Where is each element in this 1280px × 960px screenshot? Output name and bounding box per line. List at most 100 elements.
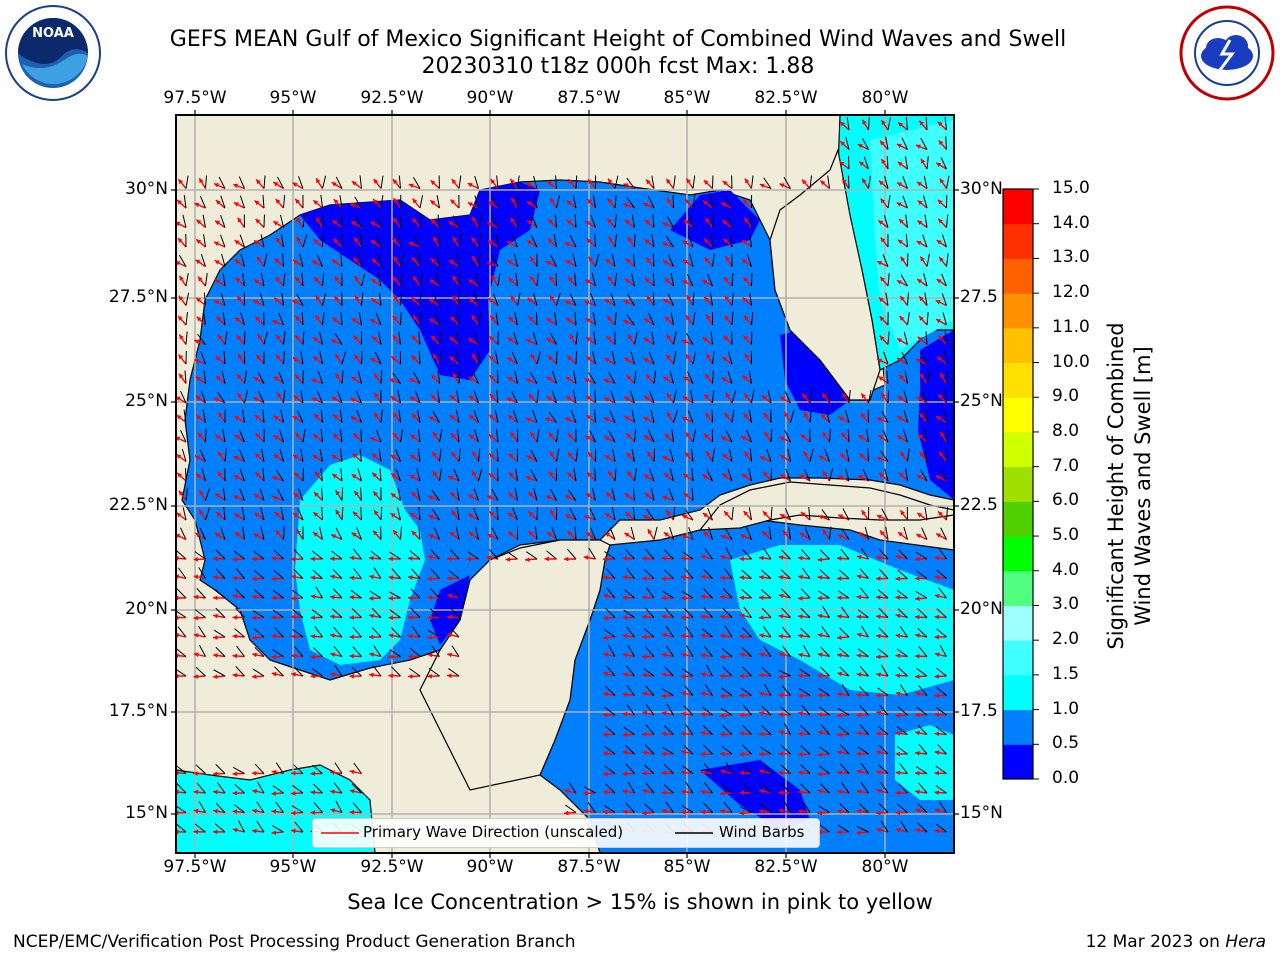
wave-arrow-head [704, 394, 710, 400]
wind-barb [588, 372, 596, 384]
wind-barb [926, 312, 929, 326]
colorbar-segment [1003, 674, 1033, 711]
wave-arrow-head [528, 492, 534, 497]
wind-barb [237, 820, 245, 833]
wave-arrow-head [879, 335, 885, 341]
wind-barb [397, 507, 401, 521]
wind-barb [653, 526, 658, 540]
wave-arrow-head [369, 634, 374, 640]
wave-arrow-head [934, 593, 940, 599]
wind-barb [857, 609, 869, 618]
wave-arrow-head [837, 789, 842, 795]
wind-barb [416, 468, 421, 482]
wave-arrow-head [778, 790, 784, 796]
wave-arrow-head [644, 278, 650, 283]
wave-arrow-head [899, 315, 905, 321]
wind-barb [448, 569, 460, 579]
wind-barb [800, 783, 811, 794]
wind-barb [574, 526, 577, 540]
wind-barb [205, 488, 211, 501]
wind-barb [418, 350, 421, 365]
wave-arrow-head [410, 454, 416, 460]
wave-arrow-head [643, 416, 649, 422]
wave-arrow-head [916, 474, 922, 480]
wind-barb [302, 429, 306, 443]
wave-arrow-head [352, 453, 358, 459]
wave-arrow-head [509, 472, 514, 478]
wave-arrow-head [271, 769, 277, 775]
wind-barb [514, 487, 518, 501]
wave-arrow-head [661, 731, 667, 737]
colorbar-tick-label: 9.0 [1052, 386, 1080, 407]
wave-arrow-head [743, 413, 749, 419]
wave-arrow-head [743, 335, 749, 341]
wave-arrow-head [291, 790, 296, 796]
wind-barb [631, 448, 635, 462]
wind-barb [944, 117, 947, 131]
wind-barb [878, 607, 889, 618]
wave-arrow-head [508, 277, 514, 283]
wind-barb [437, 214, 440, 228]
wind-barb [634, 331, 638, 345]
wave-arrow-head [525, 417, 531, 422]
wind-barb [428, 667, 440, 677]
wave-arrow-head [213, 771, 218, 777]
wave-arrow-head [778, 555, 784, 560]
wind-barb [626, 684, 635, 696]
wave-arrow-head [354, 490, 359, 496]
wave-arrow-head [627, 334, 633, 340]
legend: Primary Wave Direction (unscaled) Wind B… [312, 818, 820, 848]
wind-barb [842, 508, 850, 521]
wind-barb [456, 312, 460, 326]
wind-barb [652, 272, 655, 287]
wave-arrow-head [393, 412, 398, 418]
wave-arrow-head [603, 691, 608, 697]
wave-arrow-head [215, 434, 221, 440]
wave-arrow-head [817, 613, 823, 619]
wind-barb [300, 390, 304, 404]
wave-arrow-head [236, 335, 242, 341]
wind-barb [670, 273, 674, 287]
wave-arrow-head [722, 473, 728, 479]
wind-barb [567, 548, 577, 560]
wind-barb [724, 625, 733, 638]
wind-barb [589, 508, 596, 521]
wind-barb [800, 627, 811, 638]
wave-arrow-head [430, 219, 436, 224]
wave-arrow-head [526, 240, 532, 245]
wind-barb [198, 567, 206, 579]
wind-barb [240, 312, 245, 326]
wave-arrow-head [213, 575, 218, 580]
wind-barb [731, 409, 735, 423]
lon-tick-label: 95°W [269, 857, 317, 877]
wind-barb [341, 487, 344, 501]
wind-barb [651, 175, 655, 189]
wave-arrow-head [642, 202, 648, 208]
wave-arrow-head [623, 183, 629, 188]
wave-arrow-head [934, 674, 940, 679]
wind-barb [668, 488, 674, 501]
wind-barb [859, 705, 869, 716]
wind-barb [260, 234, 265, 248]
wind-barb [592, 195, 596, 209]
wave-arrow-head [724, 511, 729, 516]
wave-arrow-head [176, 396, 181, 401]
wave-arrow-head [393, 295, 399, 301]
wind-barb [590, 527, 596, 540]
wind-barb [455, 526, 460, 540]
wind-barb [369, 590, 382, 599]
wave-arrow-head [622, 809, 628, 815]
wind-barb [686, 332, 694, 345]
wave-arrow-head [625, 278, 630, 284]
wave-arrow-head [452, 373, 458, 379]
wind-barb [311, 667, 323, 677]
wind-barb [763, 548, 772, 560]
wave-arrow-head [915, 691, 921, 697]
wind-barb [692, 292, 695, 306]
wave-arrow-head [199, 178, 204, 184]
wind-barb [935, 726, 947, 735]
wave-arrow-head [646, 295, 652, 301]
wind-barb [627, 781, 635, 794]
wave-arrow-head [527, 220, 533, 226]
wave-arrow-head [700, 769, 706, 775]
